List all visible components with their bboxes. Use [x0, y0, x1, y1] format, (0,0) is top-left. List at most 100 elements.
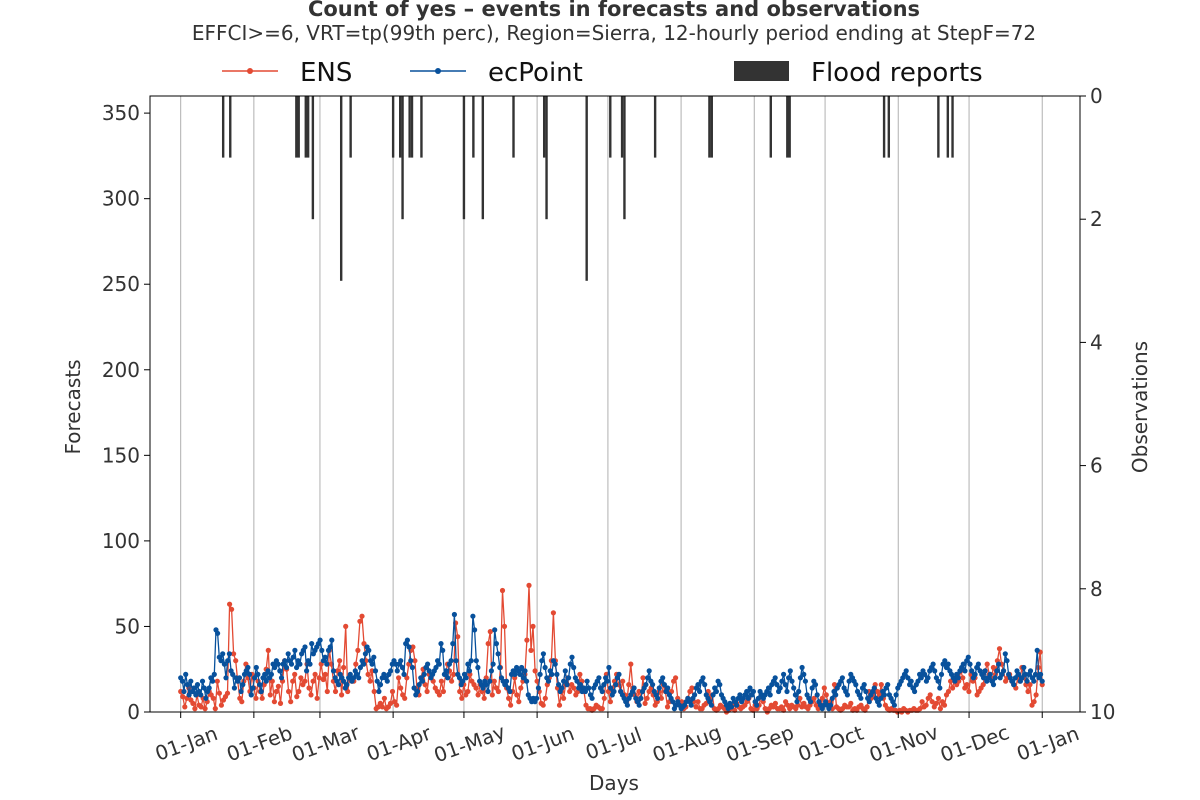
point-ens	[540, 702, 546, 708]
point-ecpoint	[586, 685, 592, 691]
point-ecpoint	[376, 688, 382, 695]
point-ecpoint	[604, 678, 610, 684]
x-tick-label: 01-Sep	[723, 720, 797, 767]
point-ens	[620, 678, 626, 684]
point-ecpoint	[987, 671, 993, 678]
flood-report-bar	[585, 96, 588, 281]
point-ecpoint	[347, 671, 353, 678]
point-ecpoint	[734, 702, 740, 708]
point-ecpoint	[833, 692, 839, 698]
point-ecpoint	[283, 664, 290, 671]
point-ecpoint	[1004, 658, 1010, 664]
point-ens	[878, 682, 884, 688]
point-ecpoint	[996, 661, 1002, 667]
point-ecpoint	[419, 678, 426, 684]
point-ecpoint	[839, 675, 846, 681]
point-ecpoint	[245, 664, 251, 671]
y-left-tick-label: 0	[127, 700, 140, 724]
point-ens	[945, 688, 952, 695]
point-ecpoint	[1024, 678, 1030, 684]
point-ecpoint	[791, 685, 797, 691]
point-ens	[367, 678, 373, 684]
point-ens	[640, 675, 646, 681]
point-ecpoint	[309, 641, 315, 647]
point-ecpoint	[697, 688, 703, 695]
point-ecpoint	[645, 675, 651, 681]
point-ens	[389, 688, 396, 695]
flood-report-bar	[481, 96, 485, 220]
point-ens	[673, 675, 679, 681]
point-ecpoint	[278, 675, 285, 681]
point-ecpoint	[650, 682, 656, 688]
point-ecpoint	[290, 654, 296, 660]
point-ecpoint	[409, 664, 415, 671]
point-ecpoint	[794, 699, 800, 705]
point-ecpoint	[470, 613, 476, 619]
point-ecpoint	[728, 704, 735, 710]
point-ecpoint	[277, 668, 283, 674]
point-ens	[202, 706, 208, 712]
point-ecpoint	[772, 675, 778, 681]
point-ens	[823, 692, 829, 698]
point-ens	[485, 641, 491, 647]
point-ens	[532, 668, 538, 674]
point-ens	[664, 704, 671, 710]
point-ens	[475, 692, 481, 698]
point-ecpoint	[688, 702, 694, 708]
point-ecpoint	[807, 699, 814, 705]
point-ecpoint	[577, 682, 584, 688]
point-ecpoint	[246, 671, 253, 678]
flood-report-bar	[462, 96, 466, 220]
point-ens	[365, 671, 371, 678]
y-left-tick-label: 300	[102, 187, 140, 211]
point-ecpoint	[584, 678, 590, 684]
point-ecpoint	[394, 668, 400, 674]
point-ens	[277, 700, 284, 707]
point-ecpoint	[351, 675, 357, 681]
point-ens	[216, 690, 222, 696]
point-ecpoint	[440, 647, 446, 654]
point-ecpoint	[297, 661, 303, 667]
point-ecpoint	[425, 661, 431, 667]
point-ens	[332, 688, 339, 695]
point-ens	[489, 692, 495, 698]
point-ens	[212, 706, 218, 712]
point-ens	[848, 700, 854, 707]
point-ecpoint	[490, 661, 496, 667]
point-ecpoint	[990, 682, 997, 688]
point-ens	[811, 695, 817, 701]
point-ens	[302, 678, 308, 684]
point-ens	[359, 613, 365, 619]
point-ecpoint	[969, 668, 975, 674]
point-ens	[341, 664, 347, 671]
point-ecpoint	[294, 664, 300, 671]
point-ecpoint	[777, 685, 783, 691]
point-ecpoint	[191, 685, 197, 691]
point-ens	[996, 646, 1003, 652]
point-ecpoint	[932, 668, 938, 674]
point-ecpoint	[453, 658, 459, 664]
point-ens	[310, 678, 316, 684]
flood-report-bar	[512, 96, 515, 158]
point-ecpoint	[519, 664, 525, 671]
point-ens	[296, 688, 302, 695]
point-ecpoint	[844, 692, 851, 698]
point-ecpoint	[695, 682, 701, 688]
point-ens	[937, 706, 944, 712]
legend: ENS ecPoint Flood reports	[222, 58, 983, 88]
flood-report-bar	[472, 96, 475, 158]
point-ecpoint	[945, 661, 951, 667]
point-ecpoint	[292, 647, 298, 654]
point-ens	[567, 688, 573, 695]
point-ecpoint	[863, 688, 869, 695]
point-ecpoint	[416, 682, 422, 688]
point-ecpoint	[858, 695, 864, 701]
point-ecpoint	[357, 664, 363, 671]
flood-report-bar	[410, 96, 414, 158]
point-ecpoint	[782, 682, 788, 688]
point-ens	[941, 702, 948, 708]
point-ens	[960, 675, 966, 681]
point-ens	[1027, 682, 1033, 688]
point-ecpoint	[220, 651, 226, 657]
